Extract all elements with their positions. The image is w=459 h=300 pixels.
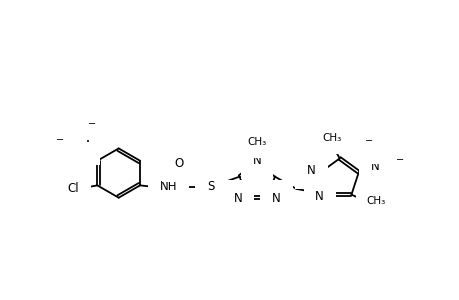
Text: Cl: Cl [67, 182, 79, 195]
Text: O: O [174, 157, 183, 170]
Text: N: N [370, 160, 379, 172]
Text: •: • [86, 139, 90, 145]
Text: NH: NH [160, 180, 177, 194]
Text: O: O [60, 139, 69, 152]
Text: CH₃: CH₃ [366, 196, 385, 206]
Text: O: O [390, 160, 399, 172]
Text: S: S [207, 180, 214, 194]
Text: N: N [79, 140, 88, 153]
Text: −: − [395, 155, 403, 165]
Text: O: O [370, 140, 380, 153]
Text: −: − [56, 135, 64, 145]
Text: O: O [82, 122, 91, 135]
Text: N: N [315, 190, 324, 203]
Text: −: − [88, 119, 96, 129]
Text: N: N [252, 154, 261, 167]
Text: CH₃: CH₃ [247, 137, 266, 147]
Text: CH₃: CH₃ [322, 134, 341, 143]
Text: N: N [271, 192, 280, 205]
Text: N: N [307, 164, 315, 177]
Text: −: − [364, 136, 373, 146]
Text: N: N [233, 192, 242, 205]
